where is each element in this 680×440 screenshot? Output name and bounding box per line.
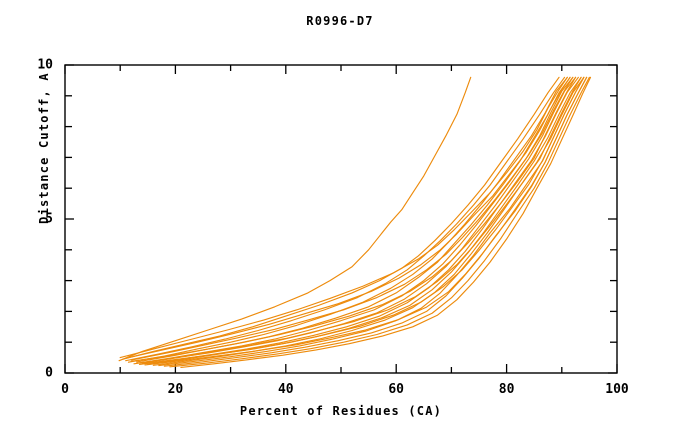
data-line [180,76,592,369]
data-line [163,76,588,367]
x-tick-label: 20 [167,382,184,397]
data-line [127,76,568,363]
x-tick-label: 60 [388,382,405,397]
y-tick-label: 0 [45,365,53,381]
y-tick-label: 5 [45,211,53,227]
data-line [158,76,585,367]
plot-frame [64,64,618,374]
x-tick-label: 0 [61,382,69,397]
x-tick-label: 40 [277,382,294,397]
y-tick-label: 10 [37,57,53,73]
data-line [141,76,582,364]
data-line [122,76,560,360]
data-line [133,76,574,365]
page-title: R0996-D7 [306,14,374,28]
axis-ticks [64,64,618,374]
data-line [125,76,571,359]
data-line [125,76,566,362]
data-series-group [118,76,592,369]
x-axis-label: Percent of Residues (CA) [239,404,443,418]
x-tick-label: 100 [605,382,629,397]
data-line [118,76,472,362]
x-tick-label: 80 [498,382,515,397]
data-line [130,76,574,361]
data-line [169,76,590,368]
data-line [119,76,568,359]
data-line [136,76,577,363]
plot-border [64,64,618,374]
